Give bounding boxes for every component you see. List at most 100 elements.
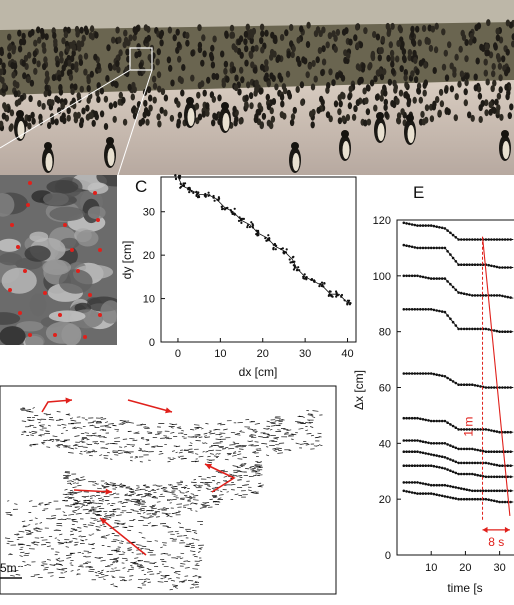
data-point [403, 308, 406, 311]
data-point [446, 457, 449, 460]
data-point [422, 492, 425, 495]
data-point [468, 263, 471, 266]
data-point [444, 311, 447, 314]
data-point [479, 449, 482, 452]
data-point [463, 498, 466, 501]
data-point [408, 372, 411, 375]
data-point [501, 501, 504, 504]
data-point [496, 330, 499, 333]
data-point [498, 238, 501, 241]
data-point [507, 330, 510, 333]
data-point [419, 275, 422, 278]
data-point [416, 417, 419, 420]
data-point [485, 498, 488, 501]
data-point [463, 328, 466, 331]
data-point [441, 227, 444, 230]
data-point [487, 264, 490, 267]
data-point [479, 428, 482, 431]
data-point [468, 473, 471, 476]
data-point [476, 385, 479, 388]
data-point [414, 246, 417, 249]
zoomed-frame-photo [0, 175, 117, 345]
data-point [419, 418, 422, 421]
data-point [479, 238, 482, 241]
data-point [501, 266, 504, 269]
data-point [493, 294, 496, 297]
data-point [452, 380, 455, 383]
data-point [422, 440, 425, 443]
data-point [430, 492, 433, 495]
data-point [493, 490, 496, 493]
x-tick-label: 30 [299, 348, 311, 360]
data-point [416, 439, 419, 442]
data-point [471, 498, 474, 501]
y-tick-label: 120 [373, 215, 391, 227]
data-point [441, 484, 444, 487]
data-point [485, 294, 488, 297]
data-point [466, 488, 469, 491]
data-point [479, 328, 482, 331]
data-point [411, 246, 414, 249]
x-tick-label: 20 [257, 348, 269, 360]
trajectory-cluster [318, 282, 325, 288]
data-point [449, 378, 452, 381]
data-point [403, 464, 406, 467]
data-point [457, 263, 460, 266]
data-point [496, 490, 499, 493]
data-point [446, 314, 449, 317]
x-axis-label: time [s [447, 581, 482, 595]
data-point [474, 294, 477, 297]
y-tick-label: 0 [385, 550, 391, 562]
data-point [408, 275, 411, 278]
data-point [416, 492, 419, 495]
distance-annotation: 1 m [462, 417, 476, 437]
data-point [405, 275, 408, 278]
data-point [416, 450, 419, 453]
data-point [411, 372, 414, 375]
data-point [460, 448, 463, 451]
data-point [408, 245, 411, 248]
data-point [476, 294, 479, 297]
data-point [408, 464, 411, 467]
data-point [507, 266, 510, 269]
data-point [493, 500, 496, 503]
penguin-huddle-photo-art [0, 0, 514, 175]
panel-d: 5m [0, 380, 340, 598]
data-point [455, 486, 458, 489]
data-point [487, 450, 490, 453]
trajectory-cluster [187, 187, 194, 194]
data-point [424, 452, 427, 455]
data-point [441, 247, 444, 250]
data-point [490, 429, 493, 432]
data-point [424, 247, 427, 250]
data-point [501, 476, 504, 479]
displacement-series [403, 417, 514, 434]
tracked-point [18, 311, 22, 315]
data-point [444, 375, 447, 378]
y-tick-label: 30 [143, 207, 155, 219]
x-tick-label: 10 [425, 562, 437, 574]
data-point [460, 383, 463, 386]
data-point [501, 330, 504, 333]
data-point [424, 492, 427, 495]
data-point [496, 500, 499, 503]
data-point [405, 372, 408, 375]
data-point [422, 276, 425, 279]
data-point [441, 420, 444, 423]
data-point [414, 481, 417, 484]
data-point [430, 442, 433, 445]
data-point [424, 464, 427, 467]
data-point [509, 490, 512, 493]
data-point [438, 442, 441, 445]
data-point [444, 247, 447, 250]
data-point [490, 499, 493, 502]
x-tick-label: 20 [459, 562, 471, 574]
data-point [422, 418, 425, 421]
data-point [449, 232, 452, 235]
tracked-point [8, 288, 12, 292]
data-point [509, 476, 512, 479]
data-point [457, 498, 460, 501]
